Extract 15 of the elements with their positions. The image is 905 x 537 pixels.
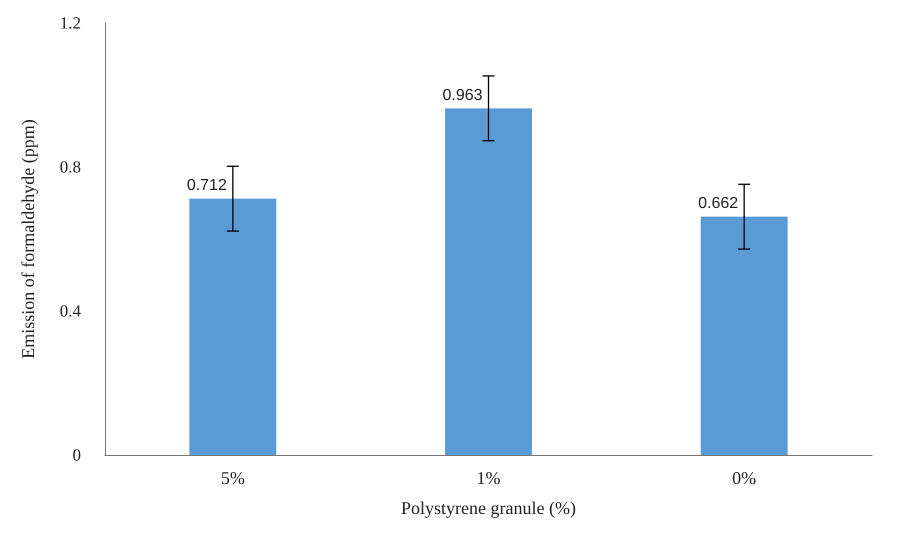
x-tick-label: 5%: [220, 468, 245, 488]
y-axis-title: Emission of formaldehyde (ppm): [18, 119, 38, 359]
x-tick-label: 0%: [732, 468, 756, 488]
x-tick-label: 1%: [476, 468, 500, 488]
bar: [189, 198, 276, 455]
y-tick-label: 0.4: [60, 302, 82, 320]
data-label: 0.963: [442, 86, 483, 104]
data-label: 0.662: [698, 195, 738, 212]
data-label: 0.712: [186, 177, 227, 194]
bar: [445, 108, 532, 455]
y-tick-label: 1.2: [60, 14, 81, 32]
x-axis-title: Polystyrene granule (%): [401, 498, 576, 518]
y-tick-label: 0.8: [60, 158, 81, 176]
y-tick-label: 0: [72, 446, 81, 464]
bar: [700, 216, 788, 455]
